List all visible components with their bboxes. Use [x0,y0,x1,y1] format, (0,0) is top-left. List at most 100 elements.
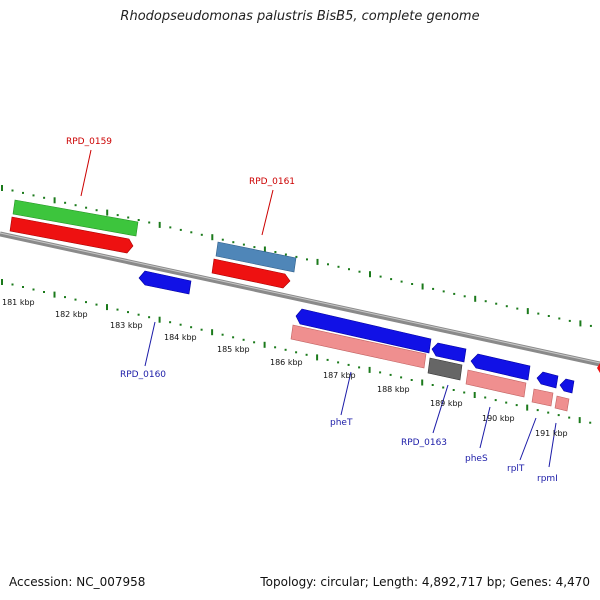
gene-rpd-0161-red[interactable] [211,258,291,289]
scale-minor-tick [494,399,497,402]
scale-minor-tick [242,243,245,246]
leader-phet [340,371,352,416]
gene-phet-pink[interactable] [290,324,427,369]
scale-minor-tick [22,286,24,288]
scale-minor-tick [326,358,329,361]
gene-rpd-0161-steel[interactable] [215,241,297,273]
genome-backbone [0,231,600,367]
kbp-label: 187 kbp [323,371,356,380]
kbp-label: 188 kbp [377,385,410,394]
scale-minor-tick [431,384,434,386]
gene-label-rplt[interactable]: rplT [507,464,525,474]
gene-rpd-0159-green[interactable] [12,199,139,237]
gene-rplt-blue[interactable] [536,371,559,389]
scale-minor-tick [505,305,508,308]
scale-minor-tick [74,298,77,301]
leader-rpmi [548,422,557,468]
kbp-label: 182 kbp [55,310,88,319]
scale-minor-tick [127,311,129,314]
scale-minor-tick [116,214,119,217]
gene-rpd-0159-red[interactable] [9,216,134,254]
scale-minor-tick [390,278,393,281]
leader-rpd-0160 [144,321,156,367]
scale-minor-tick [85,206,88,209]
scale-minor-tick [95,303,98,306]
scale-minor-tick [43,291,45,293]
scale-minor-tick [284,253,287,256]
kbp-label: 190 kbp [482,414,515,423]
scale-minor-tick [64,296,66,299]
scale-minor-tick [32,194,35,197]
lower-tick-track [1,279,592,424]
scale-minor-tick [232,241,235,244]
scale-minor-tick [242,338,245,341]
gene-rpd-0163-blue[interactable] [431,342,467,363]
scale-minor-tick [327,263,329,266]
gene-rpmi-blue[interactable] [559,378,575,394]
scale-minor-tick [221,333,224,336]
scale-minor-tick [348,268,350,271]
gene-label-rpd-0159[interactable]: RPD_0159 [66,137,112,147]
gene-rpd-0160[interactable] [138,270,192,295]
scale-minor-tick [589,324,592,327]
gene-phes-blue[interactable] [470,353,531,381]
scale-minor-tick [179,228,182,231]
kbp-label: 185 kbp [217,345,250,354]
gene-label-rpd-0161[interactable]: RPD_0161 [249,177,295,187]
upper-tick-track [1,185,592,327]
scale-minor-tick [547,411,550,414]
scale-minor-tick [137,219,140,221]
scale-minor-tick [442,386,445,389]
scale-minor-tick [453,292,456,295]
scale-minor-tick [274,346,277,349]
scale-minor-tick [484,396,487,399]
gene-label-rpd-0160[interactable]: RPD_0160 [120,370,166,380]
scale-minor-tick [221,238,224,241]
scale-minor-tick [179,323,182,326]
scale-minor-tick [274,251,277,253]
gene-label-phet[interactable]: pheT [330,418,353,428]
leader-rpd-0161 [261,189,274,236]
scale-minor-tick [537,312,540,315]
gene-label-rpd-0163[interactable]: RPD_0163 [401,438,447,448]
scale-minor-tick [200,328,203,331]
scale-minor-tick [11,283,14,286]
kbp-label: 184 kbp [164,333,197,342]
scale-minor-tick [568,319,571,322]
scale-minor-tick [95,209,98,212]
gene-rplt-pink[interactable] [531,388,554,407]
kbp-label: 189 kbp [430,399,463,408]
scale-minor-tick [337,361,340,364]
kbp-label: 191 kbp [535,429,568,438]
scale-minor-tick [232,336,235,339]
scale-minor-tick [389,373,392,376]
scale-minor-tick [190,231,193,234]
genome-title: Rhodopseudomonas palustris BisB5, comple… [120,9,480,24]
scale-minor-tick [536,409,539,412]
scale-minor-tick [74,204,77,207]
scale-minor-tick [64,201,67,204]
gene-rpmi-pink[interactable] [554,395,570,412]
gene-phes-pink[interactable] [465,369,527,398]
scale-minor-tick [484,300,487,303]
scale-minor-tick [589,421,592,424]
scale-minor-tick [253,341,256,344]
scale-minor-tick [347,363,350,366]
gene-label-phes[interactable]: pheS [465,454,488,464]
leader-rpd-0159 [80,149,92,197]
gene-phet[interactable] [295,308,432,354]
scale-minor-tick [137,313,140,316]
scale-minor-tick [358,366,361,369]
gene-label-rpmi[interactable]: rpmI [537,474,558,484]
kbp-label: 181 kbp [2,298,35,307]
scale-minor-tick [116,308,119,311]
scale-minor-tick [558,317,561,320]
gene-edge-right-red[interactable] [597,363,600,373]
scale-minor-tick [358,270,361,273]
scale-minor-tick [337,265,340,268]
kbp-label: 183 kbp [110,321,143,330]
gene-rpd-0163-gray[interactable] [427,357,463,381]
leader-rplt [519,417,537,461]
scale-minor-tick [379,275,382,278]
